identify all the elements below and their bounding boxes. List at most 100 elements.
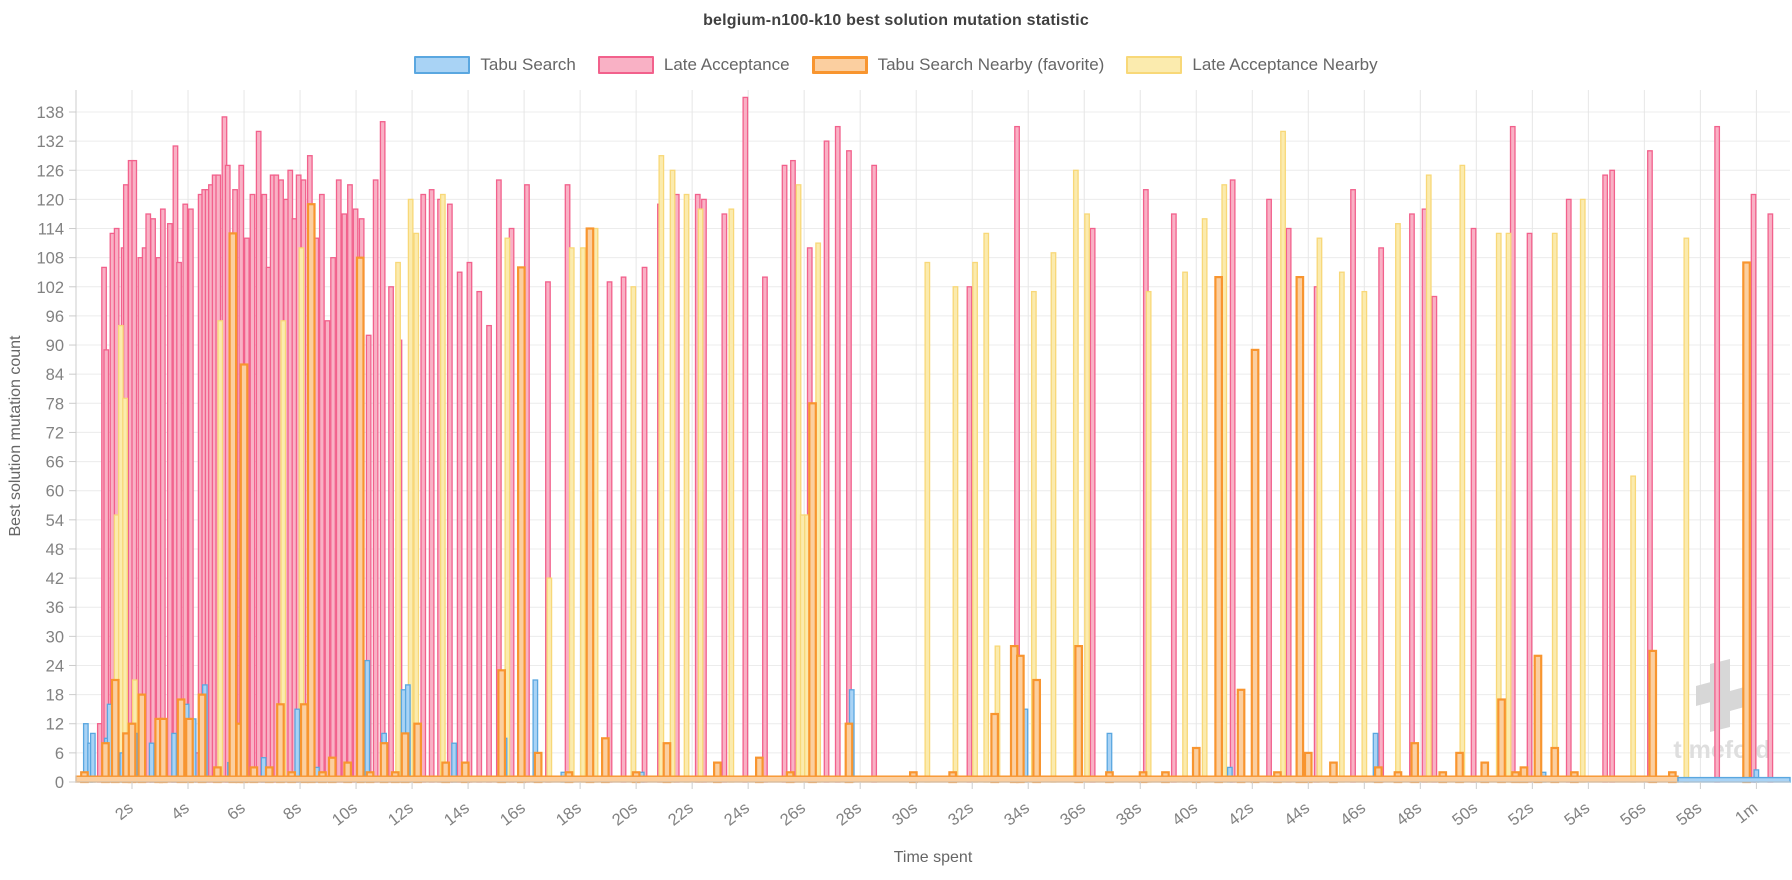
bar-tabu-search-nearby-favorite[interactable] (176, 698, 186, 784)
bar-late-acceptance[interactable] (823, 140, 830, 783)
bar-tabu-search-nearby-favorite[interactable] (413, 722, 422, 784)
bar-late-acceptance[interactable] (324, 320, 331, 783)
bar-late-acceptance[interactable] (341, 213, 348, 783)
bar-late-acceptance-nearby[interactable] (1201, 218, 1208, 783)
bar-tabu-search-nearby-favorite[interactable] (1250, 348, 1260, 784)
bar-tabu-search-nearby-favorite[interactable] (137, 693, 147, 784)
bar-late-acceptance[interactable] (871, 164, 878, 783)
bar-tabu-search-nearby-favorite[interactable] (239, 363, 249, 784)
bar-late-acceptance[interactable] (1409, 213, 1415, 783)
bar-late-acceptance-nearby[interactable] (1316, 237, 1323, 783)
bar-late-acceptance-nearby[interactable] (439, 193, 446, 783)
bar-late-acceptance[interactable] (762, 276, 768, 783)
bar-late-acceptance[interactable] (1750, 193, 1757, 783)
bar-late-acceptance-nearby[interactable] (546, 577, 553, 783)
bar-late-acceptance[interactable] (249, 193, 256, 783)
bar-late-acceptance[interactable] (1431, 295, 1438, 783)
bar-tabu-search-nearby-favorite[interactable] (808, 402, 817, 784)
bar-late-acceptance[interactable] (476, 290, 483, 783)
bar-late-acceptance[interactable] (255, 130, 262, 783)
bar-tabu-search-nearby-favorite[interactable] (1497, 698, 1506, 784)
bar-tabu-search-nearby-favorite[interactable] (355, 256, 365, 784)
bar-late-acceptance-nearby[interactable] (1084, 213, 1090, 783)
bar-tabu-search-nearby-favorite[interactable] (228, 232, 238, 784)
bar-late-acceptance-nearby[interactable] (1551, 232, 1558, 783)
bar-late-acceptance[interactable] (1350, 189, 1356, 783)
bar-late-acceptance[interactable] (1526, 232, 1533, 783)
bar-late-acceptance-nearby[interactable] (1630, 475, 1637, 783)
bar-late-acceptance[interactable] (1714, 125, 1721, 783)
bar-tabu-search-nearby-favorite[interactable] (1032, 678, 1042, 784)
bar-tabu-search[interactable] (171, 732, 177, 783)
bar-tabu-search-nearby-favorite[interactable] (1648, 649, 1658, 784)
bar-late-acceptance[interactable] (1602, 174, 1609, 783)
bar-late-acceptance-nearby[interactable] (1395, 223, 1401, 783)
bar-late-acceptance[interactable] (150, 218, 156, 783)
bar-late-acceptance[interactable] (641, 266, 648, 783)
bar-tabu-search-nearby-favorite[interactable] (516, 266, 526, 784)
bar-late-acceptance[interactable] (620, 276, 627, 783)
bar-tabu-search-nearby-favorite[interactable] (110, 678, 120, 784)
bar-tabu-search[interactable] (364, 659, 371, 783)
legend-item-late-acceptance[interactable]: Late Acceptance (597, 55, 790, 75)
bar-tabu-search-nearby-favorite[interactable] (585, 227, 595, 784)
bar-late-acceptance-nearby[interactable] (413, 232, 420, 783)
bar-late-acceptance-nearby[interactable] (1361, 290, 1368, 783)
bar-late-acceptance[interactable] (742, 96, 749, 783)
bar-late-acceptance[interactable] (466, 261, 473, 783)
bar-late-acceptance[interactable] (388, 286, 394, 783)
bar-tabu-search-nearby-favorite[interactable] (1742, 261, 1751, 784)
bar-late-acceptance[interactable] (1470, 227, 1477, 783)
legend-item-late-acceptance-nearby[interactable]: Late Acceptance Nearby (1126, 55, 1378, 75)
bar-late-acceptance-nearby[interactable] (952, 286, 959, 783)
bar-late-acceptance[interactable] (1767, 213, 1774, 783)
bar-tabu-search-nearby-favorite[interactable] (1295, 276, 1305, 784)
bar-late-acceptance-nearby[interactable] (658, 155, 665, 783)
bar-late-acceptance-nearby[interactable] (217, 320, 224, 783)
bar-late-acceptance-nearby[interactable] (1425, 174, 1432, 783)
bar-tabu-search-nearby-favorite[interactable] (1214, 276, 1224, 784)
bar-late-acceptance-nearby[interactable] (1182, 271, 1188, 783)
bar-late-acceptance-nearby[interactable] (630, 286, 637, 783)
bar-late-acceptance[interactable] (606, 281, 613, 783)
bar-late-acceptance[interactable] (318, 193, 325, 783)
bar-late-acceptance-nearby[interactable] (1145, 290, 1152, 783)
bar-tabu-search-nearby-favorite[interactable] (1236, 688, 1246, 784)
bar-late-acceptance-nearby[interactable] (122, 397, 128, 783)
bar-tabu-search-nearby-favorite[interactable] (1015, 654, 1025, 784)
bar-late-acceptance[interactable] (790, 159, 796, 783)
bar-late-acceptance[interactable] (486, 324, 492, 783)
bar-late-acceptance[interactable] (1285, 227, 1292, 783)
bar-late-acceptance-nearby[interactable] (1050, 252, 1057, 783)
bar-late-acceptance-nearby[interactable] (1459, 164, 1466, 783)
bar-late-acceptance-nearby[interactable] (697, 208, 704, 783)
bar-late-acceptance-nearby[interactable] (983, 232, 990, 783)
bar-late-acceptance[interactable] (456, 271, 463, 783)
bar-tabu-search-nearby-favorite[interactable] (197, 693, 207, 784)
bar-late-acceptance-nearby[interactable] (298, 247, 305, 783)
bar-late-acceptance[interactable] (166, 223, 173, 783)
bar-tabu-search[interactable] (294, 708, 301, 783)
bar-tabu-search-nearby-favorite[interactable] (185, 717, 194, 784)
bar-tabu-search-nearby-favorite[interactable] (127, 722, 137, 784)
bar-late-acceptance[interactable] (1229, 179, 1236, 783)
bar-late-acceptance[interactable] (420, 193, 427, 783)
bar-late-acceptance[interactable] (379, 121, 386, 783)
bar-late-acceptance-nearby[interactable] (580, 247, 586, 783)
bar-tabu-search-nearby-favorite[interactable] (306, 203, 316, 784)
bar-late-acceptance[interactable] (182, 203, 189, 783)
bar-late-acceptance[interactable] (966, 286, 973, 783)
bar-late-acceptance[interactable] (187, 208, 194, 783)
bar-late-acceptance-nearby[interactable] (972, 261, 978, 783)
bar-late-acceptance-nearby[interactable] (683, 193, 690, 783)
bar-tabu-search-nearby-favorite[interactable] (990, 712, 1000, 784)
bar-late-acceptance[interactable] (1565, 198, 1572, 783)
bar-late-acceptance[interactable] (273, 174, 280, 783)
bar-late-acceptance[interactable] (1170, 213, 1177, 783)
bar-tabu-search-nearby-favorite[interactable] (299, 703, 309, 784)
bar-late-acceptance[interactable] (721, 213, 728, 783)
bar-tabu-search-nearby-favorite[interactable] (497, 669, 506, 784)
bar-late-acceptance[interactable] (1378, 247, 1385, 783)
bar-late-acceptance[interactable] (330, 257, 336, 783)
bar-late-acceptance-nearby[interactable] (395, 261, 401, 783)
